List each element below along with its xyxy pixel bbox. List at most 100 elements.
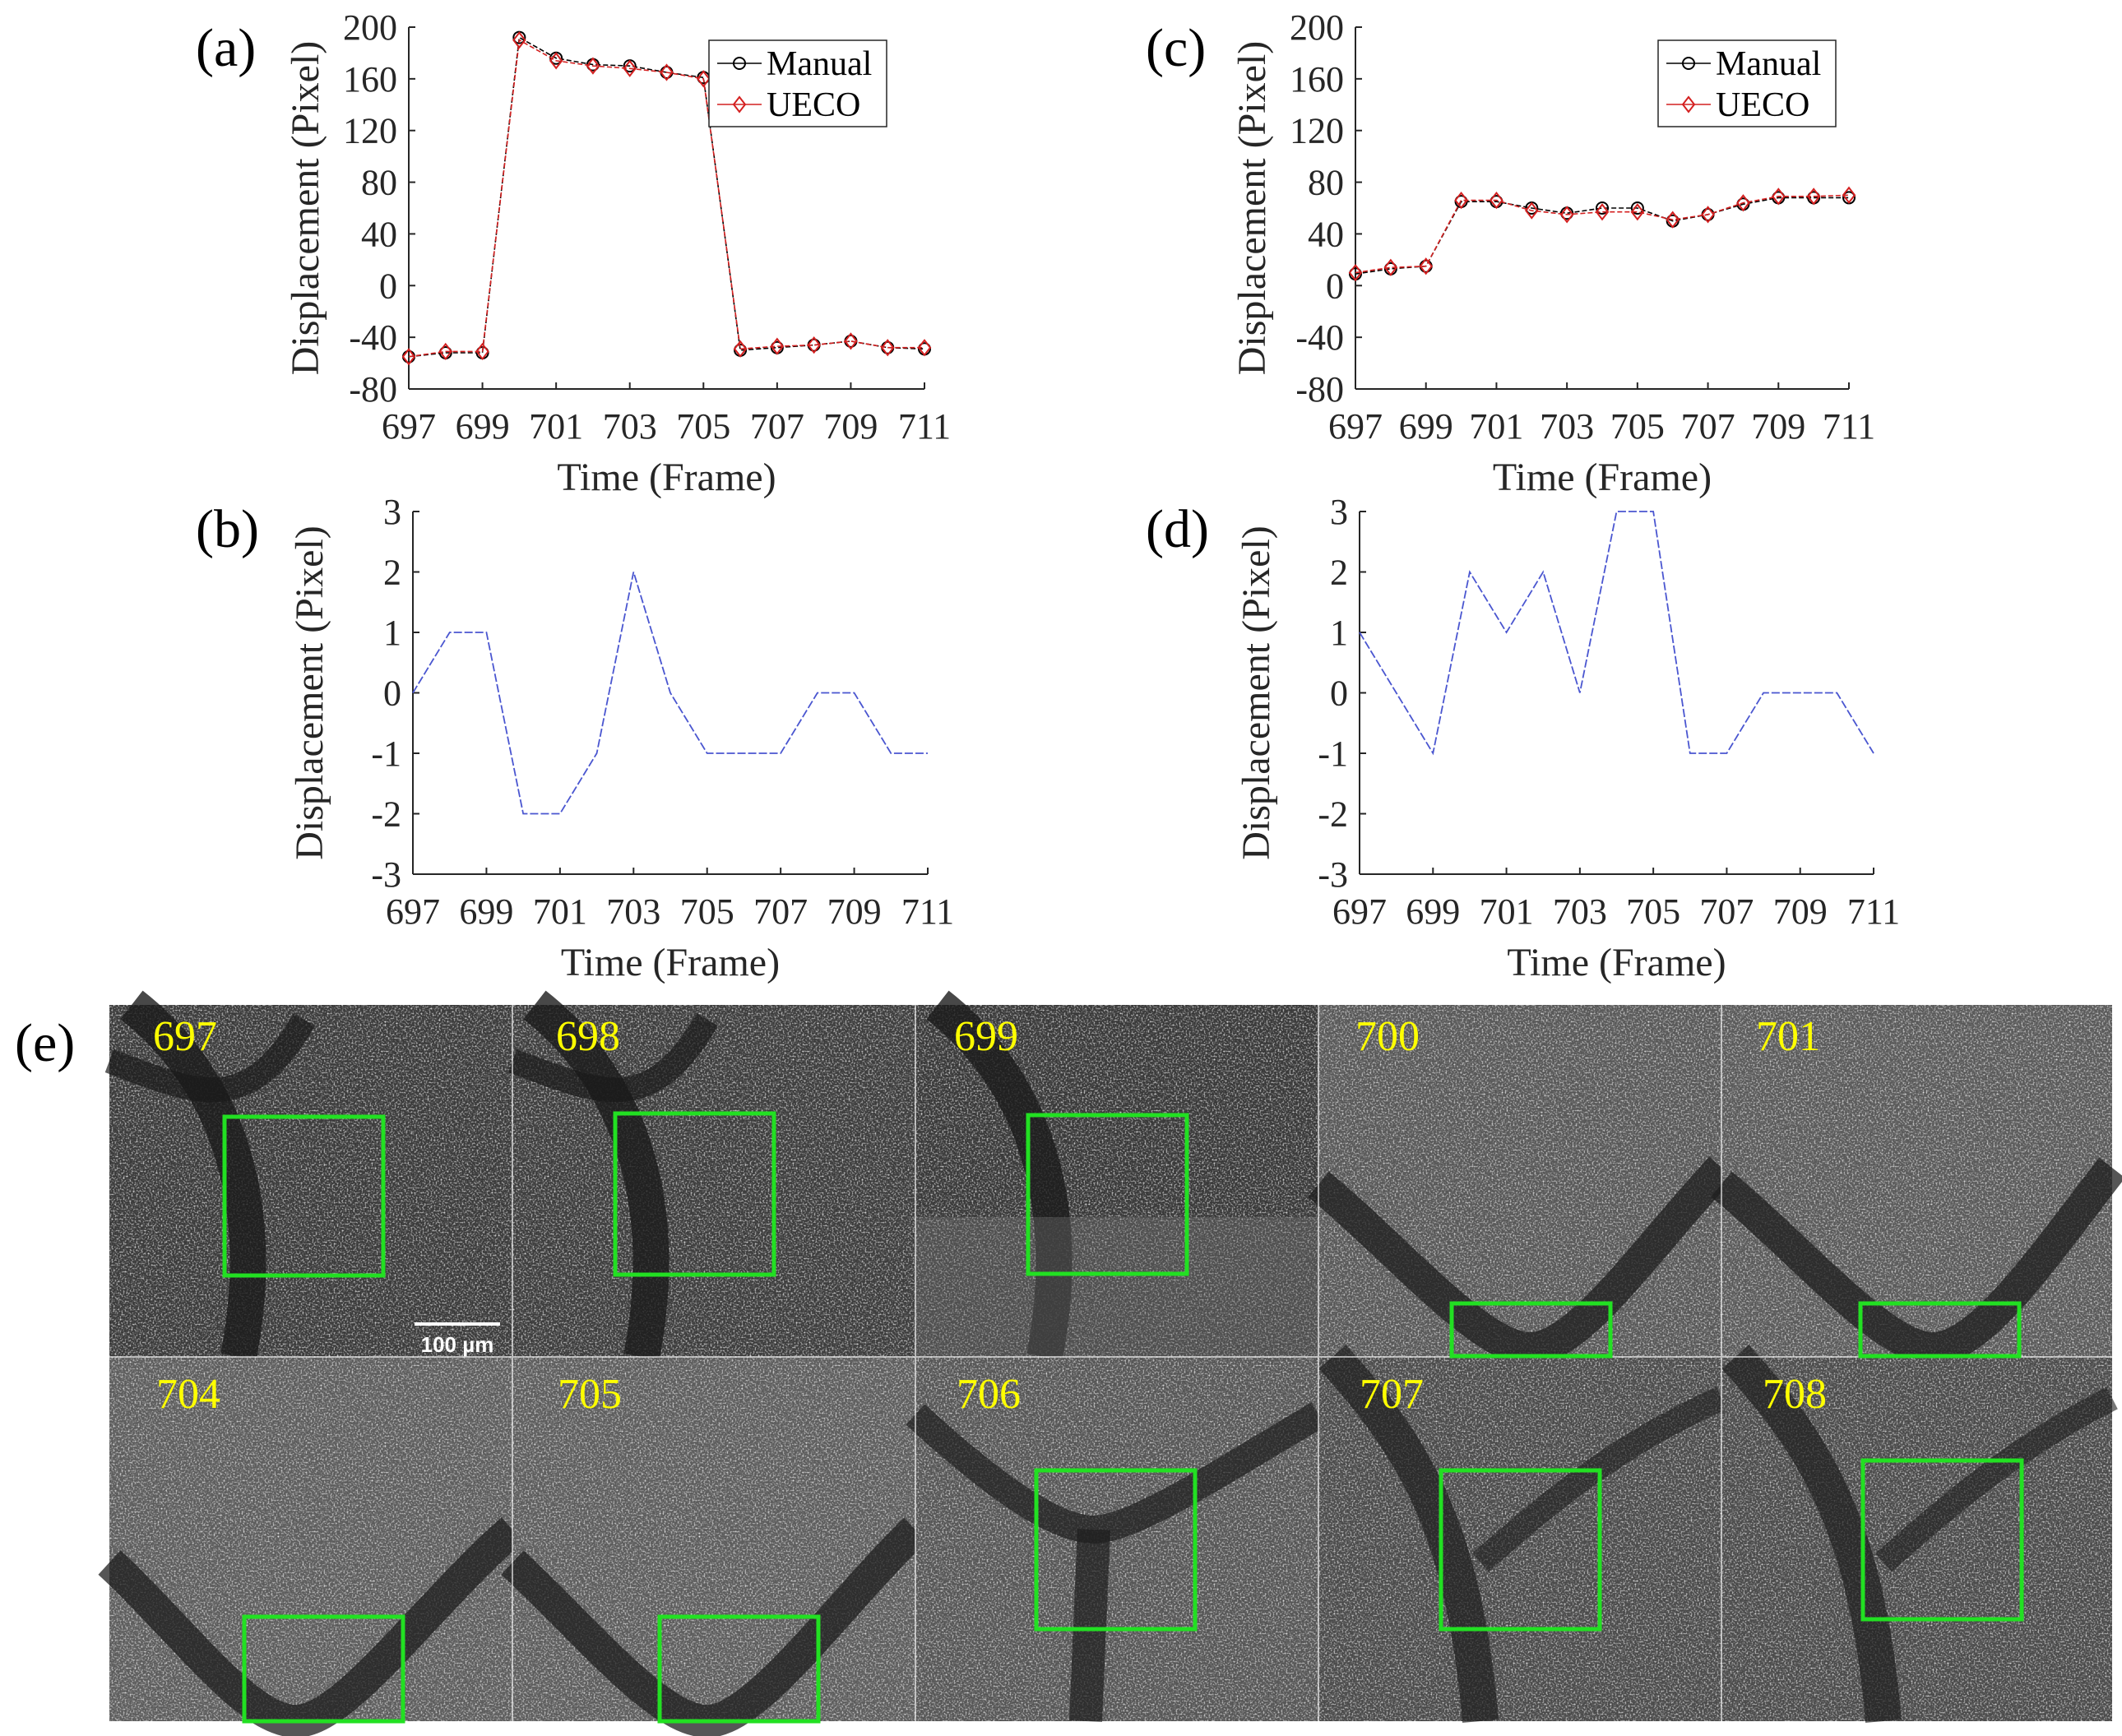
y-tick-label: -1 — [371, 734, 401, 774]
chart-a: -80 -40 0 40 80 120 160 200 697 699 701 703 705 707 70… — [284, 7, 951, 499]
x-tick-label: 707 — [750, 406, 804, 447]
y-tick-label: 0 — [1330, 674, 1348, 714]
y-tick-label: -40 — [1295, 317, 1344, 358]
x-tick-label: 705 — [676, 406, 730, 447]
point-ueco — [475, 342, 489, 361]
panel-label-e: (e) — [15, 1013, 75, 1073]
point-ueco — [1806, 187, 1821, 206]
point-ueco — [660, 63, 674, 81]
region-box-707 — [1439, 1468, 1602, 1632]
y-tick-label: -3 — [1318, 854, 1348, 895]
region-box-705 — [657, 1614, 821, 1724]
image-tile-704 — [98, 1357, 524, 1736]
panel-label-a: (a) — [196, 18, 256, 78]
y-axis-label: Displacement (Pixel) — [284, 41, 327, 376]
x-tick-label: 707 — [1681, 406, 1735, 447]
point-ueco — [770, 337, 785, 355]
series-line-difference — [412, 572, 928, 815]
chart-c: -80 -40 0 40 80 120 160 200 697 699 701 703 705 707 70… — [1230, 7, 1875, 499]
y-tick-label: 160 — [1290, 59, 1344, 100]
region-boxes — [222, 1111, 2024, 1724]
x-axis-label: Time (Frame) — [1507, 941, 1726, 984]
chart-d: -3 -2 -1 0 1 2 3 697 699 701 703 705 707 709 711 Time (… — [1235, 492, 1900, 984]
point-ueco — [623, 59, 637, 77]
image-grid: 697 698 699 700 701 704 705 706 707 708 … — [98, 990, 2122, 1736]
frame-label-698: 698 — [556, 1013, 620, 1060]
point-ueco — [1454, 191, 1468, 210]
legend-label-ueco: UECO — [1716, 86, 1809, 124]
legend-label-ueco: UECO — [767, 86, 860, 124]
y-tick-label: 40 — [1308, 214, 1344, 254]
point-ueco — [807, 336, 821, 354]
x-tick-label: 699 — [1406, 891, 1460, 932]
x-tick-label: 709 — [1773, 891, 1828, 932]
x-tick-label: 703 — [606, 891, 660, 932]
y-tick-label: 80 — [361, 163, 397, 203]
point-ueco — [917, 339, 932, 357]
x-tick-label: 707 — [753, 891, 808, 932]
point-ueco — [1525, 201, 1539, 220]
frame-label-707: 707 — [1360, 1371, 1424, 1418]
region-box-701 — [1858, 1301, 2022, 1359]
point-manual — [1630, 201, 1644, 215]
x-tick-label: 709 — [1751, 406, 1805, 447]
panel-label-c: (c) — [1146, 18, 1206, 78]
point-ueco — [1595, 203, 1610, 221]
point-ueco — [844, 332, 858, 350]
x-tick-label: 707 — [1699, 891, 1754, 932]
frame-label-704: 704 — [156, 1371, 220, 1418]
tile-separators — [109, 1005, 2112, 1721]
legend-label-manual: Manual — [1716, 45, 1821, 83]
panel-label-d: (d) — [1146, 499, 1209, 559]
y-tick-label: 120 — [1290, 111, 1344, 151]
series-line-difference — [1359, 511, 1874, 756]
legend-marker-diamond — [1681, 95, 1696, 113]
point-ueco — [549, 52, 563, 70]
y-tick-label: 40 — [361, 214, 397, 254]
point-ueco — [697, 70, 711, 88]
charts-layer: -80 -40 0 40 80 120 160 200 697 699 701 703 705 707 70… — [284, 7, 1900, 984]
point-ueco — [586, 57, 600, 75]
y-tick-label: 1 — [383, 613, 401, 653]
y-tick-label: 2 — [1330, 553, 1348, 593]
point-ueco — [1559, 206, 1574, 224]
frame-label-699: 699 — [954, 1013, 1018, 1060]
y-tick-label: -3 — [371, 854, 401, 895]
point-ueco — [1842, 186, 1856, 204]
y-tick-label: 160 — [343, 59, 397, 100]
y-tick-label: -80 — [349, 369, 397, 410]
y-tick-label: -2 — [371, 794, 401, 835]
x-axis-label: Time (Frame) — [561, 941, 780, 984]
y-tick-label: 200 — [1290, 7, 1344, 48]
point-ueco — [1736, 194, 1750, 212]
x-tick-label: 697 — [382, 406, 436, 447]
y-tick-label: 1 — [1330, 613, 1348, 653]
point-ueco — [1490, 191, 1503, 210]
y-axis-label: Displacement (Pixel) — [1230, 41, 1274, 376]
x-tick-label: 701 — [533, 891, 587, 932]
point-ueco — [1348, 263, 1363, 282]
x-tick-label: 705 — [1610, 406, 1665, 447]
frame-label-701: 701 — [1756, 1013, 1820, 1060]
point-ueco — [1383, 258, 1398, 276]
y-tick-label: 3 — [1330, 492, 1348, 532]
region-box-700 — [1449, 1301, 1613, 1359]
x-tick-label: 697 — [1328, 406, 1383, 447]
legend-label-manual: Manual — [767, 45, 872, 83]
point-ueco — [1772, 187, 1786, 206]
image-tile-707 — [1318, 1345, 1727, 1723]
y-axis-label: Displacement (Pixel) — [288, 525, 331, 860]
x-tick-label: 711 — [901, 891, 954, 932]
point-manual — [1596, 201, 1609, 215]
region-box-706 — [1034, 1468, 1198, 1632]
region-box-708 — [1860, 1458, 2024, 1622]
image-tile-708 — [1721, 1345, 2118, 1723]
point-ueco — [1630, 203, 1645, 221]
point-ueco — [1419, 257, 1433, 275]
series-line-ueco — [1355, 194, 1850, 274]
y-tick-label: -80 — [1295, 369, 1344, 410]
y-tick-label: 2 — [383, 553, 401, 593]
point-ueco — [733, 340, 748, 358]
image-tile-700 — [1308, 1005, 1734, 1366]
